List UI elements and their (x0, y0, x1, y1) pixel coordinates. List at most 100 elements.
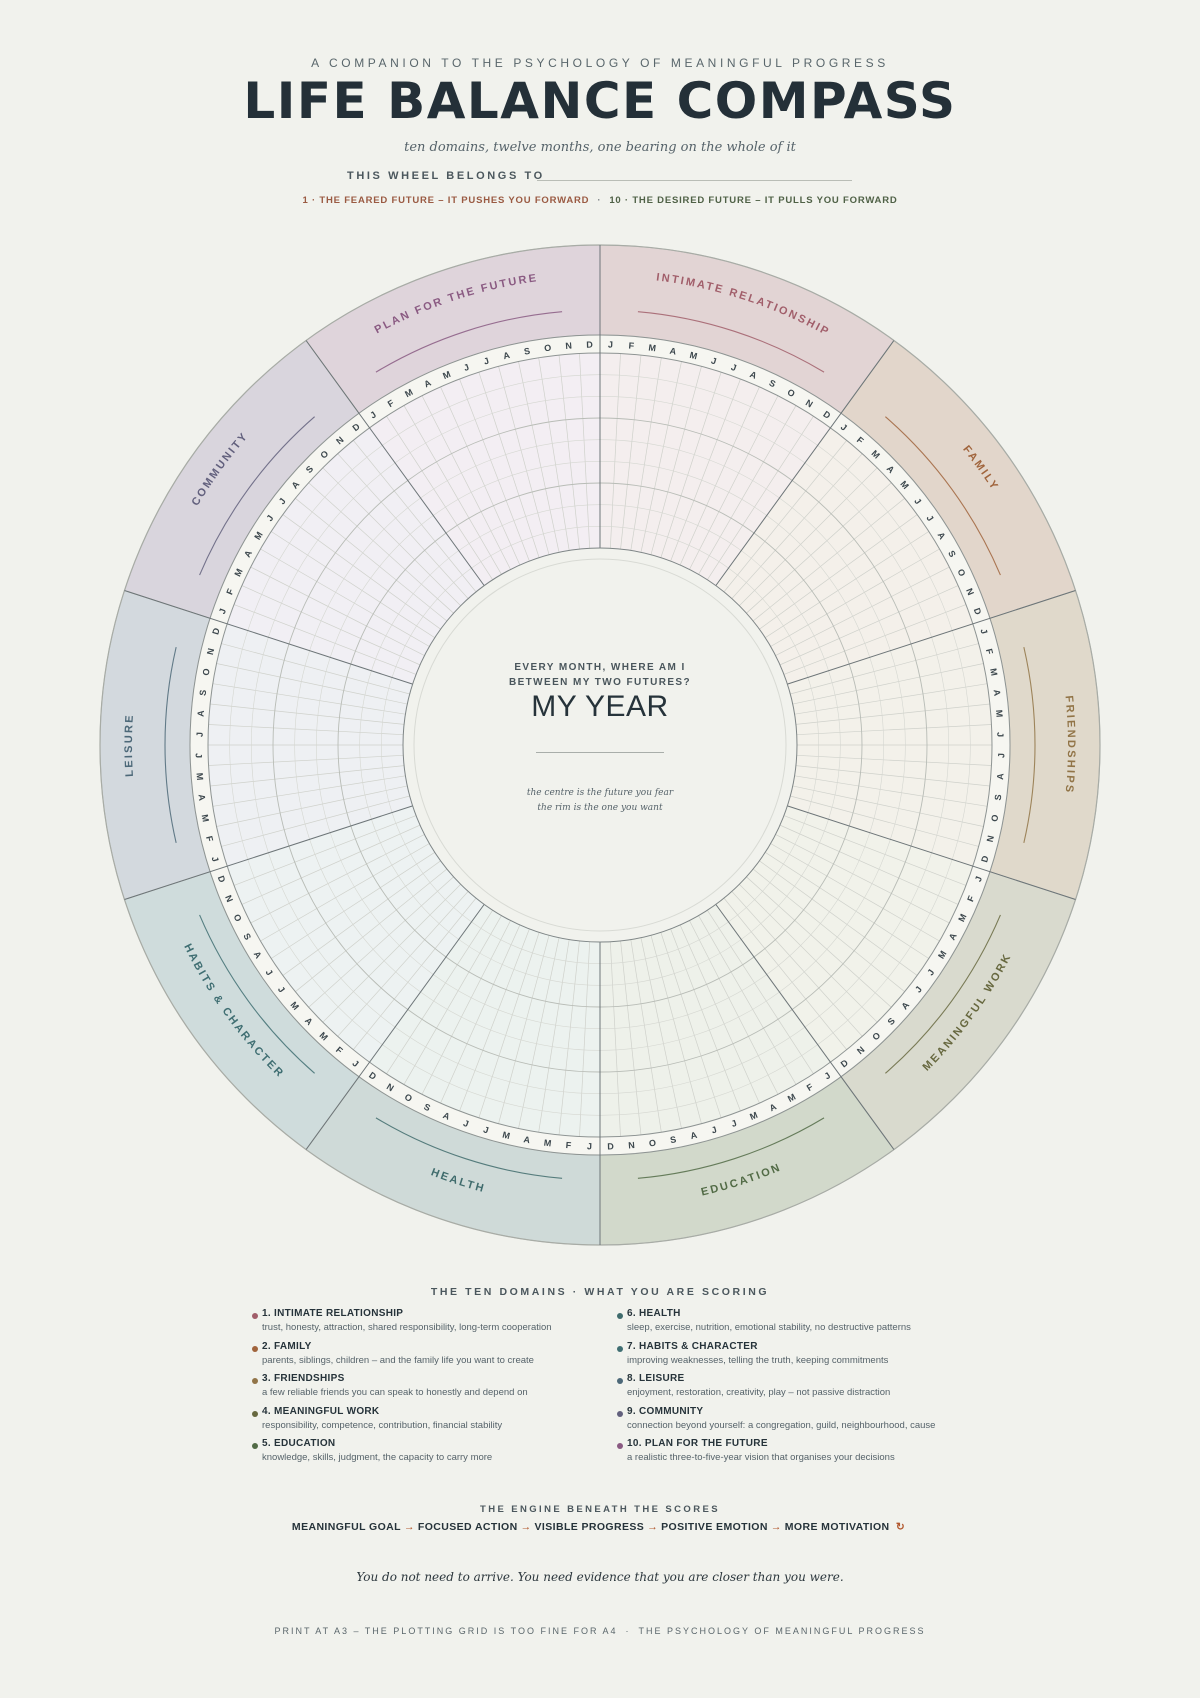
score-gridline (381, 677, 393, 813)
month-gridline (779, 824, 959, 905)
legend-dot (252, 1345, 258, 1352)
domain-accent-arc (375, 311, 563, 373)
month-gridline (609, 941, 621, 1137)
plot-area[interactable] (600, 904, 831, 1137)
month-gridline (731, 891, 863, 1037)
plot-area[interactable] (369, 904, 600, 1137)
legend-item: 10. PLAN FOR THE FUTURE a realistic three… (617, 1438, 957, 1471)
score-gridline (229, 630, 249, 860)
plot-area[interactable] (227, 805, 485, 1063)
plot-area[interactable] (369, 353, 600, 586)
score-gridline (890, 650, 906, 840)
month-gridline (650, 935, 702, 1124)
month-label: O (989, 814, 1000, 823)
month-gridline (670, 928, 741, 1112)
score-gridline (804, 462, 932, 638)
month-label: J (730, 362, 738, 373)
owner-name-line[interactable] (537, 180, 852, 181)
month-label: D (821, 409, 832, 421)
score-gridline (828, 670, 841, 820)
score-gridline (288, 480, 409, 645)
month-gridline (731, 453, 863, 599)
month-gridline (210, 765, 405, 787)
legend-item-name: 4. MEANINGFUL WORK (262, 1405, 380, 1417)
domain-accent-arc (199, 416, 315, 576)
engine-step: POSITIVE EMOTION (661, 1521, 768, 1533)
month-label: O (648, 1138, 656, 1149)
month-gridline (386, 416, 493, 580)
score-gridline (753, 825, 850, 958)
footer-separator: · (625, 1626, 631, 1636)
month-label: A (303, 1016, 315, 1028)
month-label: J (277, 496, 288, 506)
score-gridline (309, 497, 421, 651)
score-gridline (433, 461, 601, 516)
month-label: A (441, 1110, 451, 1122)
month-gridline (282, 860, 441, 976)
month-gridline (478, 932, 540, 1118)
score-gridline (329, 832, 434, 975)
score-gridline (951, 630, 971, 860)
score-gridline (728, 567, 809, 678)
score-gridline (599, 991, 780, 1051)
month-label: J (925, 968, 936, 978)
score-gridline (599, 956, 755, 1008)
legend-item: 2. FAMILY parents, siblings, children – a… (252, 1341, 592, 1374)
score-gridline (791, 845, 912, 1010)
engine-arrow: → (770, 1521, 782, 1533)
month-label: S (993, 794, 1004, 801)
legend-item-description: a realistic three-to-five-year vision th… (627, 1452, 895, 1463)
month-label: N (628, 1140, 635, 1150)
subtitle: ten domains, twelve months, one bearing … (404, 140, 796, 155)
month-gridline (308, 876, 454, 1008)
month-gridline (620, 355, 642, 550)
month-label: F (224, 587, 236, 596)
month-label: M (988, 667, 999, 676)
month-label: A (995, 772, 1006, 780)
month-label: J (264, 968, 275, 978)
month-gridline (746, 482, 892, 614)
plot-area[interactable] (227, 427, 485, 685)
month-gridline (386, 910, 493, 1074)
center-note-line-1: the centre is the future you fear (526, 788, 674, 798)
engine-arrow: → (403, 1521, 415, 1533)
domain-divider (787, 590, 1076, 685)
month-label: A (947, 931, 959, 942)
month-gridline (775, 834, 950, 924)
month-gridline (233, 604, 417, 675)
score-gridline (433, 974, 601, 1029)
footer-source: THE PSYCHOLOGY OF MEANINGFUL PROGRESS (638, 1626, 926, 1636)
score-gridline (247, 445, 383, 631)
plot-area[interactable] (600, 353, 831, 586)
month-label: J (276, 984, 287, 994)
engine-step: MEANINGFUL GOAL (291, 1521, 401, 1533)
month-label: A (899, 1000, 911, 1012)
domain-divider (715, 904, 895, 1150)
month-gridline (795, 703, 990, 725)
score-gridline (599, 374, 818, 446)
month-gridline (250, 566, 425, 656)
legend-item-description: sleep, exercise, nutrition, emotional st… (627, 1322, 911, 1333)
legend-dot (617, 1313, 623, 1319)
plot-area[interactable] (715, 805, 973, 1063)
month-gridline (558, 355, 580, 550)
engine-step: FOCUSED ACTION (417, 1521, 518, 1533)
legend-item-name: 10. PLAN FOR THE FUTURE (627, 1438, 768, 1449)
legend-heading: THE TEN DOMAINS · WHAT YOU ARE SCORING (430, 1286, 770, 1298)
month-label: D (210, 626, 222, 636)
center-question: EVERY MONTH, WHERE AM I BETWEEN MY TWO F… (450, 660, 750, 690)
month-gridline (759, 860, 918, 976)
month-label: A (197, 794, 208, 802)
month-gridline (650, 366, 702, 555)
month-label: S (198, 689, 209, 696)
plot-area[interactable] (715, 427, 973, 685)
